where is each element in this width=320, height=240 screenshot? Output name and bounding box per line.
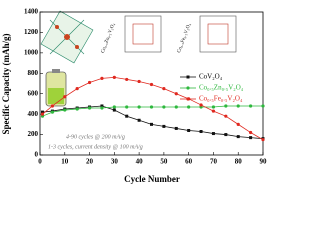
point <box>125 105 129 109</box>
x-axis-title: Cycle Number <box>124 174 180 184</box>
point <box>162 105 166 109</box>
point <box>50 104 54 108</box>
point <box>112 108 116 112</box>
x-tick-label: 30 <box>111 158 119 166</box>
point <box>150 122 153 126</box>
cube-illustration <box>124 15 237 53</box>
legend-marker <box>186 86 190 90</box>
point <box>187 105 191 109</box>
point <box>50 110 54 114</box>
x-tick-label: 70 <box>210 158 218 166</box>
y-tick-label: 1000 <box>24 48 39 56</box>
x-tick-label: 40 <box>136 158 144 166</box>
point <box>211 132 215 136</box>
point <box>162 87 166 91</box>
point <box>236 104 240 108</box>
point <box>87 80 92 85</box>
point <box>149 82 154 87</box>
inset-label: Co₀.₅Fe₀.₅V₂O₄ <box>177 23 192 54</box>
point <box>249 104 253 108</box>
legend-label: Co₀.₅Zn₀.₅V₂O₄ <box>199 84 244 92</box>
point <box>100 104 104 108</box>
point <box>137 118 141 122</box>
point <box>125 114 129 118</box>
point <box>137 105 141 109</box>
y-tick-label: 1400 <box>24 8 39 16</box>
point <box>224 133 228 137</box>
y-axis-title: Specific Capacity (mAh/g) <box>1 34 11 135</box>
point <box>261 104 265 108</box>
crystal-illustration <box>40 10 94 64</box>
x-tick-label: 0 <box>38 158 42 166</box>
point <box>224 104 228 108</box>
point <box>236 122 240 126</box>
point <box>63 95 67 99</box>
point <box>199 103 203 107</box>
point <box>174 105 178 109</box>
y-tick-label: 400 <box>28 110 39 118</box>
y-tick-label: 800 <box>28 69 39 77</box>
point <box>137 79 141 84</box>
y-tick-label: 600 <box>28 89 39 97</box>
point <box>199 130 203 134</box>
point <box>100 106 104 110</box>
point <box>112 75 116 79</box>
point <box>63 108 67 112</box>
annotation: 1-3 cycles, current density @ 100 mA/g <box>48 144 143 150</box>
point <box>40 110 44 114</box>
y-tick-label: 200 <box>28 130 39 138</box>
point <box>40 112 45 116</box>
point <box>100 76 104 80</box>
x-tick-label: 50 <box>160 158 168 166</box>
point <box>125 77 129 82</box>
annotation: 4-90 cycles @ 200 mA/g <box>66 133 125 140</box>
x-tick-label: 20 <box>86 158 94 166</box>
plot-frame <box>39 11 264 156</box>
legend-marker <box>186 75 190 79</box>
point <box>211 109 216 113</box>
point <box>187 128 191 132</box>
point <box>261 138 265 142</box>
point <box>224 114 228 118</box>
point <box>75 87 79 91</box>
x-tick-label: 90 <box>260 158 268 166</box>
point <box>249 130 253 135</box>
point <box>162 124 166 128</box>
y-tick-label: 1200 <box>24 28 39 36</box>
point <box>249 136 253 140</box>
inset-label: Co₀.₅Zn₀.₅V₂O₄ <box>101 22 117 54</box>
point <box>149 105 154 109</box>
x-tick-label: 60 <box>185 158 193 166</box>
legend-marker <box>186 97 190 101</box>
chart: Co₀.₅Zn₀.₅V₂O₄ Co₀.₅Fe₀.₅V₂O₄ 4-90 cycle… <box>1 8 268 184</box>
legend-label: CoV₂O₄ <box>199 73 223 81</box>
point <box>174 92 178 96</box>
point <box>75 107 79 111</box>
point <box>236 135 240 139</box>
x-tick-label: 80 <box>235 158 243 166</box>
point <box>87 106 92 110</box>
point <box>174 126 178 130</box>
point <box>211 105 216 109</box>
point <box>112 105 116 109</box>
x-tick-label: 10 <box>61 158 69 166</box>
y-tick-label: 0 <box>35 151 39 159</box>
battery-illustration <box>45 69 67 107</box>
legend-label: Co₀.₅Fe₀.₅V₂O₄ <box>199 95 243 103</box>
